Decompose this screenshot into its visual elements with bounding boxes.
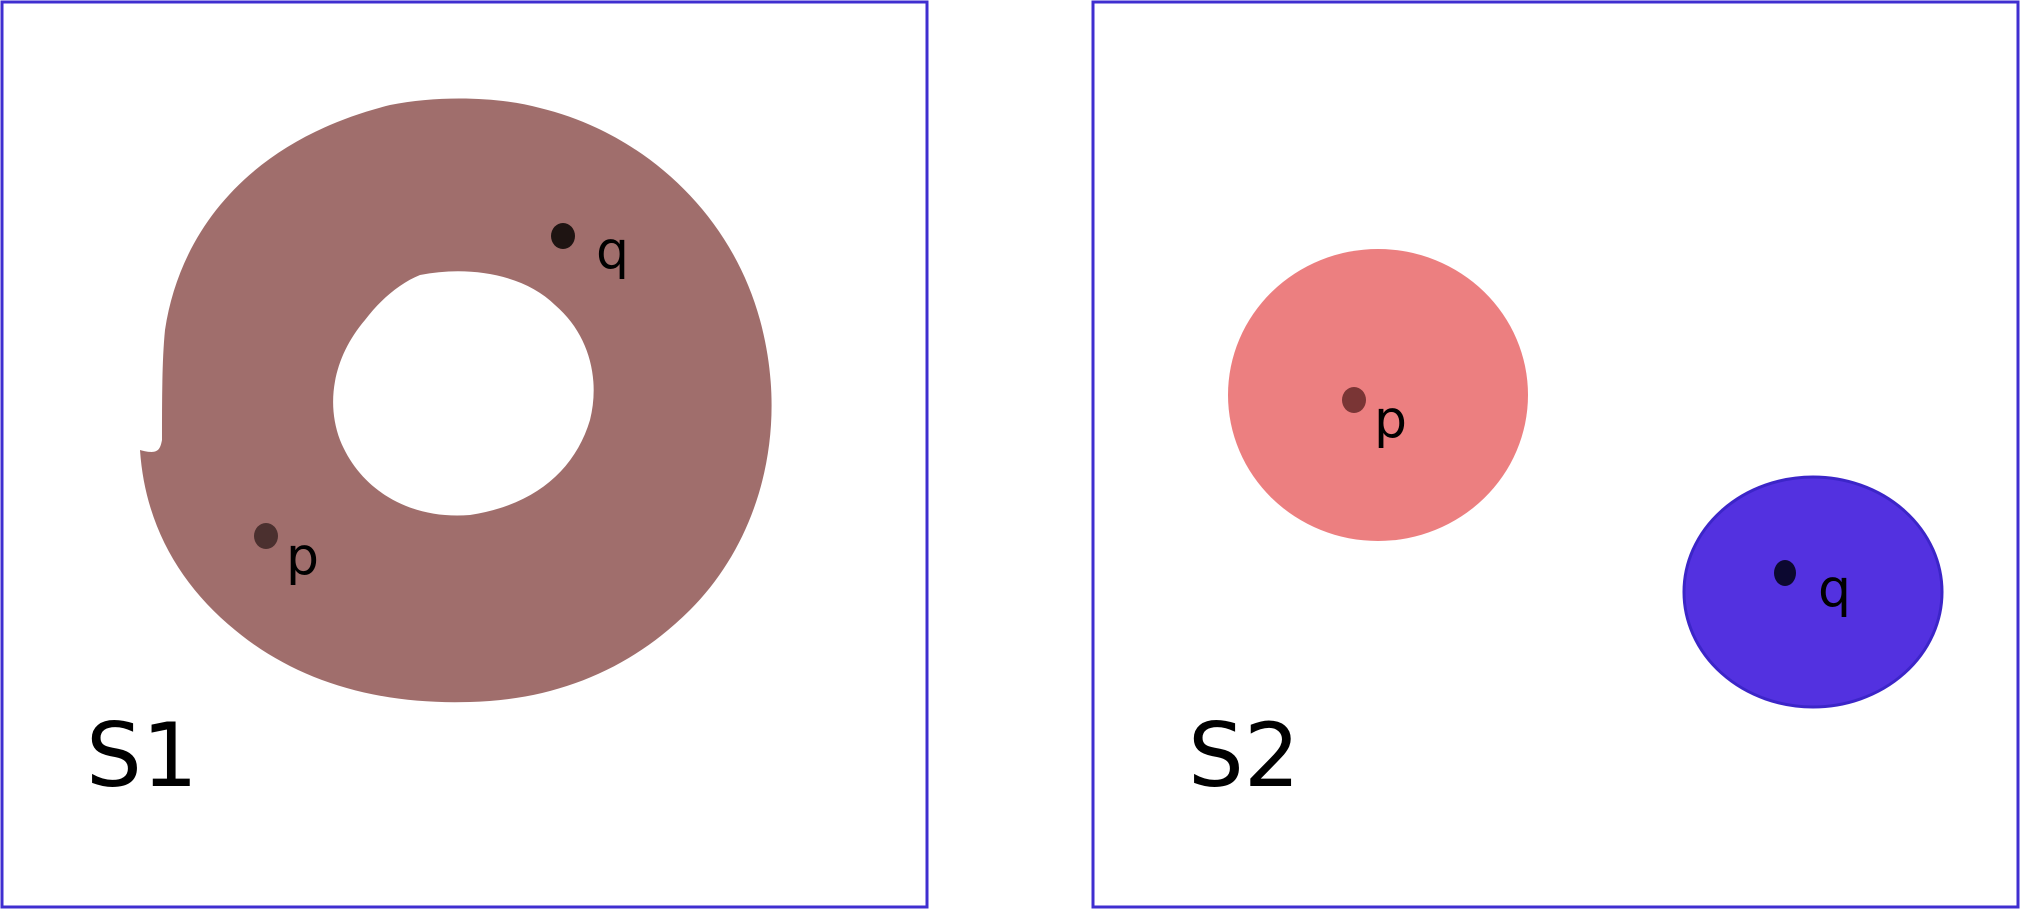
panel-s1-frame [0, 0, 929, 909]
blob-p [1228, 249, 1528, 541]
point-p-label: p [286, 527, 319, 587]
point-q-label: q [596, 221, 629, 281]
panel-s1-label: S1 [86, 704, 198, 807]
blob-q [1682, 475, 1944, 709]
ring-region [140, 98, 772, 703]
point-q-dot [1774, 560, 1796, 586]
point-p-dot [254, 523, 278, 549]
panel-s2-frame [1091, 0, 2020, 909]
panel-s2: p q S2 [1091, 0, 2020, 909]
point-p-label: p [1374, 390, 1407, 450]
point-q-label: q [1818, 559, 1851, 619]
panel-s1: q p S1 [0, 0, 929, 909]
point-q-dot [551, 223, 575, 249]
point-p-dot [1342, 387, 1366, 413]
panel-s2-label: S2 [1188, 704, 1300, 807]
